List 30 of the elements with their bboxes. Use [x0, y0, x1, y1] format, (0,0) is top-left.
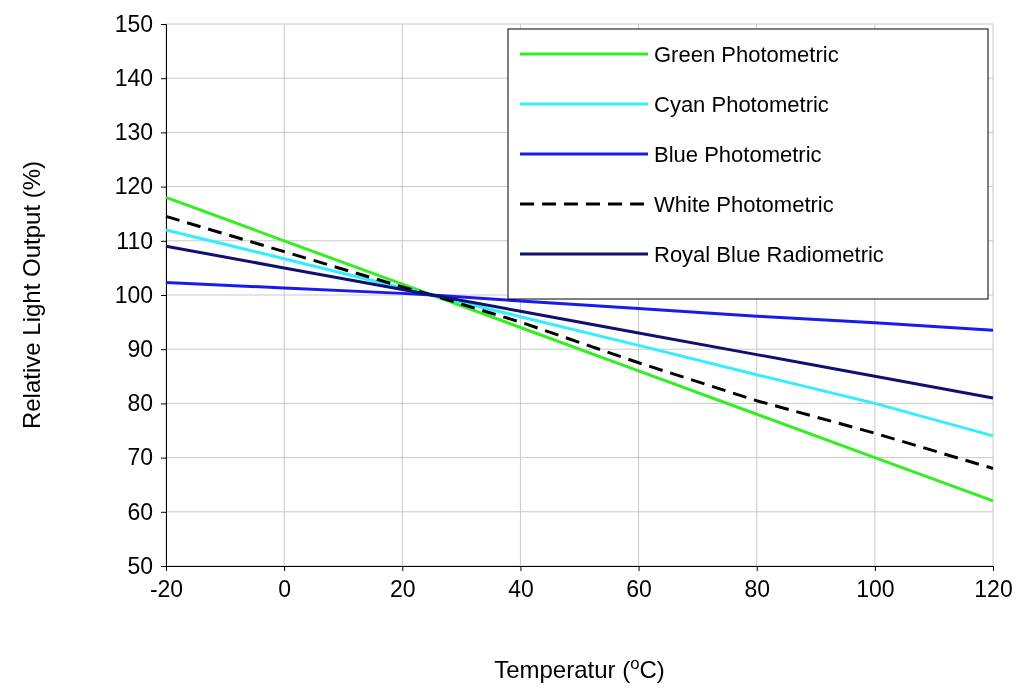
- line-series: [164, 195, 995, 503]
- line-series: [164, 244, 995, 400]
- legend-label: Cyan Photometric: [654, 92, 829, 117]
- x-tick-label: 120: [974, 576, 1013, 603]
- y-tick-label: 80: [127, 390, 153, 417]
- y-axis-title: Relative Light Output (%): [18, 160, 45, 430]
- legend-label: Blue Photometric: [654, 142, 822, 167]
- y-tick-label: 130: [114, 119, 153, 146]
- legend-label: Royal Blue Radiometric: [654, 242, 884, 267]
- line-series: [164, 281, 995, 332]
- y-tick-label: 150: [114, 10, 153, 37]
- x-axis-title: Temperatur ($^{o}$C): [494, 653, 665, 683]
- y-tick-label: 70: [127, 444, 153, 471]
- x-tick-label: 20: [389, 576, 416, 603]
- y-tick-label: 140: [114, 65, 153, 92]
- line-series: [164, 228, 995, 438]
- x-tick-label: 60: [626, 576, 652, 603]
- y-tick-label: 100: [114, 281, 153, 308]
- y-tick-label: 90: [127, 336, 153, 363]
- x-tick-label: 80: [744, 576, 771, 603]
- x-tick-label: 0: [278, 576, 292, 603]
- y-tick-label: 120: [114, 173, 153, 200]
- x-tick-label: -20: [149, 576, 184, 603]
- legend-label: Green Photometric: [654, 42, 839, 67]
- y-tick-label: 60: [127, 498, 153, 525]
- x-tick-label: 100: [856, 576, 895, 603]
- y-tick-label: 50: [127, 552, 153, 579]
- y-tick-label: 110: [116, 227, 153, 254]
- x-tick-label: 40: [508, 576, 534, 603]
- legend-label: White Photometric: [654, 192, 834, 217]
